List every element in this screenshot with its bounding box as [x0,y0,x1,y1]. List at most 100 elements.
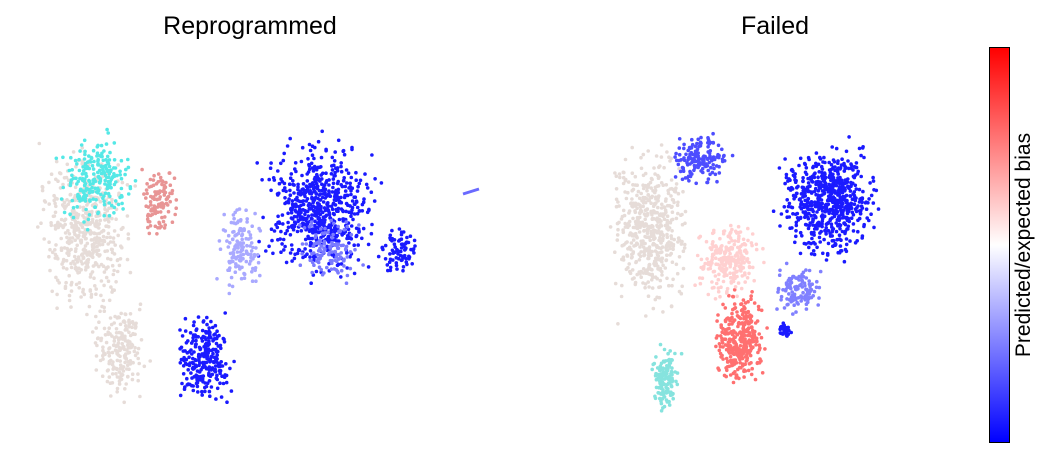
cell-point-blue-light [791,295,795,300]
cell-point-neutral [98,199,103,204]
cell-point-blue [222,340,227,344]
cell-point-cyan [651,362,655,367]
cell-point-cyan [112,205,117,210]
cell-point-blue [194,328,198,333]
cell-point-blue [806,216,811,221]
cell-point-neutral [647,285,651,289]
cell-point-blue-light [238,242,242,246]
cell-point-red [724,356,729,361]
cell-point-neutral [138,394,142,399]
cell-point-red [170,220,175,224]
cell-point-blue [215,329,219,334]
cell-point-red [162,193,167,197]
cell-point-neutral [133,332,137,337]
cell-point-neutral [116,337,121,342]
cell-point-cyan [99,164,104,169]
cell-point-neutral [117,345,122,350]
cell-point-blue-light [312,263,316,268]
cell-point-neutral [65,246,69,251]
cell-point-neutral [615,238,620,242]
cell-point-red [155,197,160,202]
cell-point-neutral [680,222,685,227]
cell-point-neutral [645,227,650,232]
cell-point-red [725,359,730,364]
cell-point-neutral [110,197,114,202]
cell-point-light-red [720,244,724,248]
cell-point-neutral [643,195,647,200]
cell-point-blue [191,356,195,361]
cell-point-cyan [84,174,89,179]
cell-point-blue [310,184,314,188]
cell-point-neutral [632,276,636,280]
cell-point-blue [356,227,361,231]
cell-point-blue [344,201,349,206]
cell-point-neutral [643,171,648,176]
cell-point-blue [324,147,328,152]
cell-point-blue [782,205,787,209]
cell-point-neutral [90,330,95,334]
cell-point-blue-light [357,223,361,227]
cell-point-neutral [614,204,619,209]
cell-point-neutral [126,351,131,355]
cell-point-light-red [718,236,722,241]
cell-point-neutral [620,243,624,248]
cell-point-light-red [726,234,731,238]
cell-point-cyan [112,172,116,176]
cell-point-cyan [80,198,85,202]
cell-point-cyan [104,158,108,162]
cell-point-blue [207,332,212,337]
cell-point-blue-light [217,239,222,243]
cell-point-blue [831,181,835,186]
cell-point-blue [834,221,838,225]
cell-point-blue [859,174,863,179]
cell-point-light-red [713,256,718,261]
cell-point-cyan [659,409,664,413]
cell-point-blue-light [818,269,823,274]
cell-point-blue [701,155,706,159]
cell-point-red [730,332,735,337]
cell-point-blue-light [779,294,784,299]
cell-point-red [145,182,149,186]
cell-point-blue [354,233,359,238]
cell-point-neutral [639,239,643,244]
cell-point-neutral [53,227,58,231]
cell-point-cyan [81,177,85,181]
cell-point-light-red [710,280,714,284]
cell-point-blue [282,151,287,156]
cell-point-blue [341,217,346,221]
cell-point-neutral [119,227,124,231]
cell-point-neutral [641,245,646,249]
cell-point-cyan [658,364,663,368]
cell-point-blue-light [321,250,326,255]
cell-point-blue-light [332,221,336,226]
cell-point-blue [404,240,409,245]
cell-point-blue [845,201,849,205]
cell-point-neutral [109,285,113,289]
cell-point-red [170,188,175,193]
cell-point-light-red [751,265,755,270]
cell-point-blue [345,266,350,270]
cell-point-light-red [752,278,756,283]
cell-point-blue [783,329,788,334]
cell-point-blue [205,315,209,320]
cell-point-neutral [105,379,110,384]
cell-point-neutral [651,306,656,311]
cell-point-neutral [660,273,664,277]
cell-point-blue [293,167,297,171]
cell-point-blue [693,144,698,149]
cell-point-light-red [710,231,715,236]
cell-point-neutral [84,236,88,241]
cell-point-red [738,355,742,359]
cell-point-neutral [614,174,619,178]
cell-point-neutral [62,200,67,205]
cell-point-blue [868,181,872,185]
cell-point-blue [815,210,819,214]
cell-point-blue-light [317,241,321,246]
cell-point-blue-light [781,288,785,292]
cell-point-blue [785,334,789,338]
cell-point-neutral [631,204,635,209]
cell-point-neutral [644,208,649,212]
cell-point-light-red [695,253,700,258]
cell-point-blue-light [309,220,314,224]
cell-point-red [727,322,731,327]
